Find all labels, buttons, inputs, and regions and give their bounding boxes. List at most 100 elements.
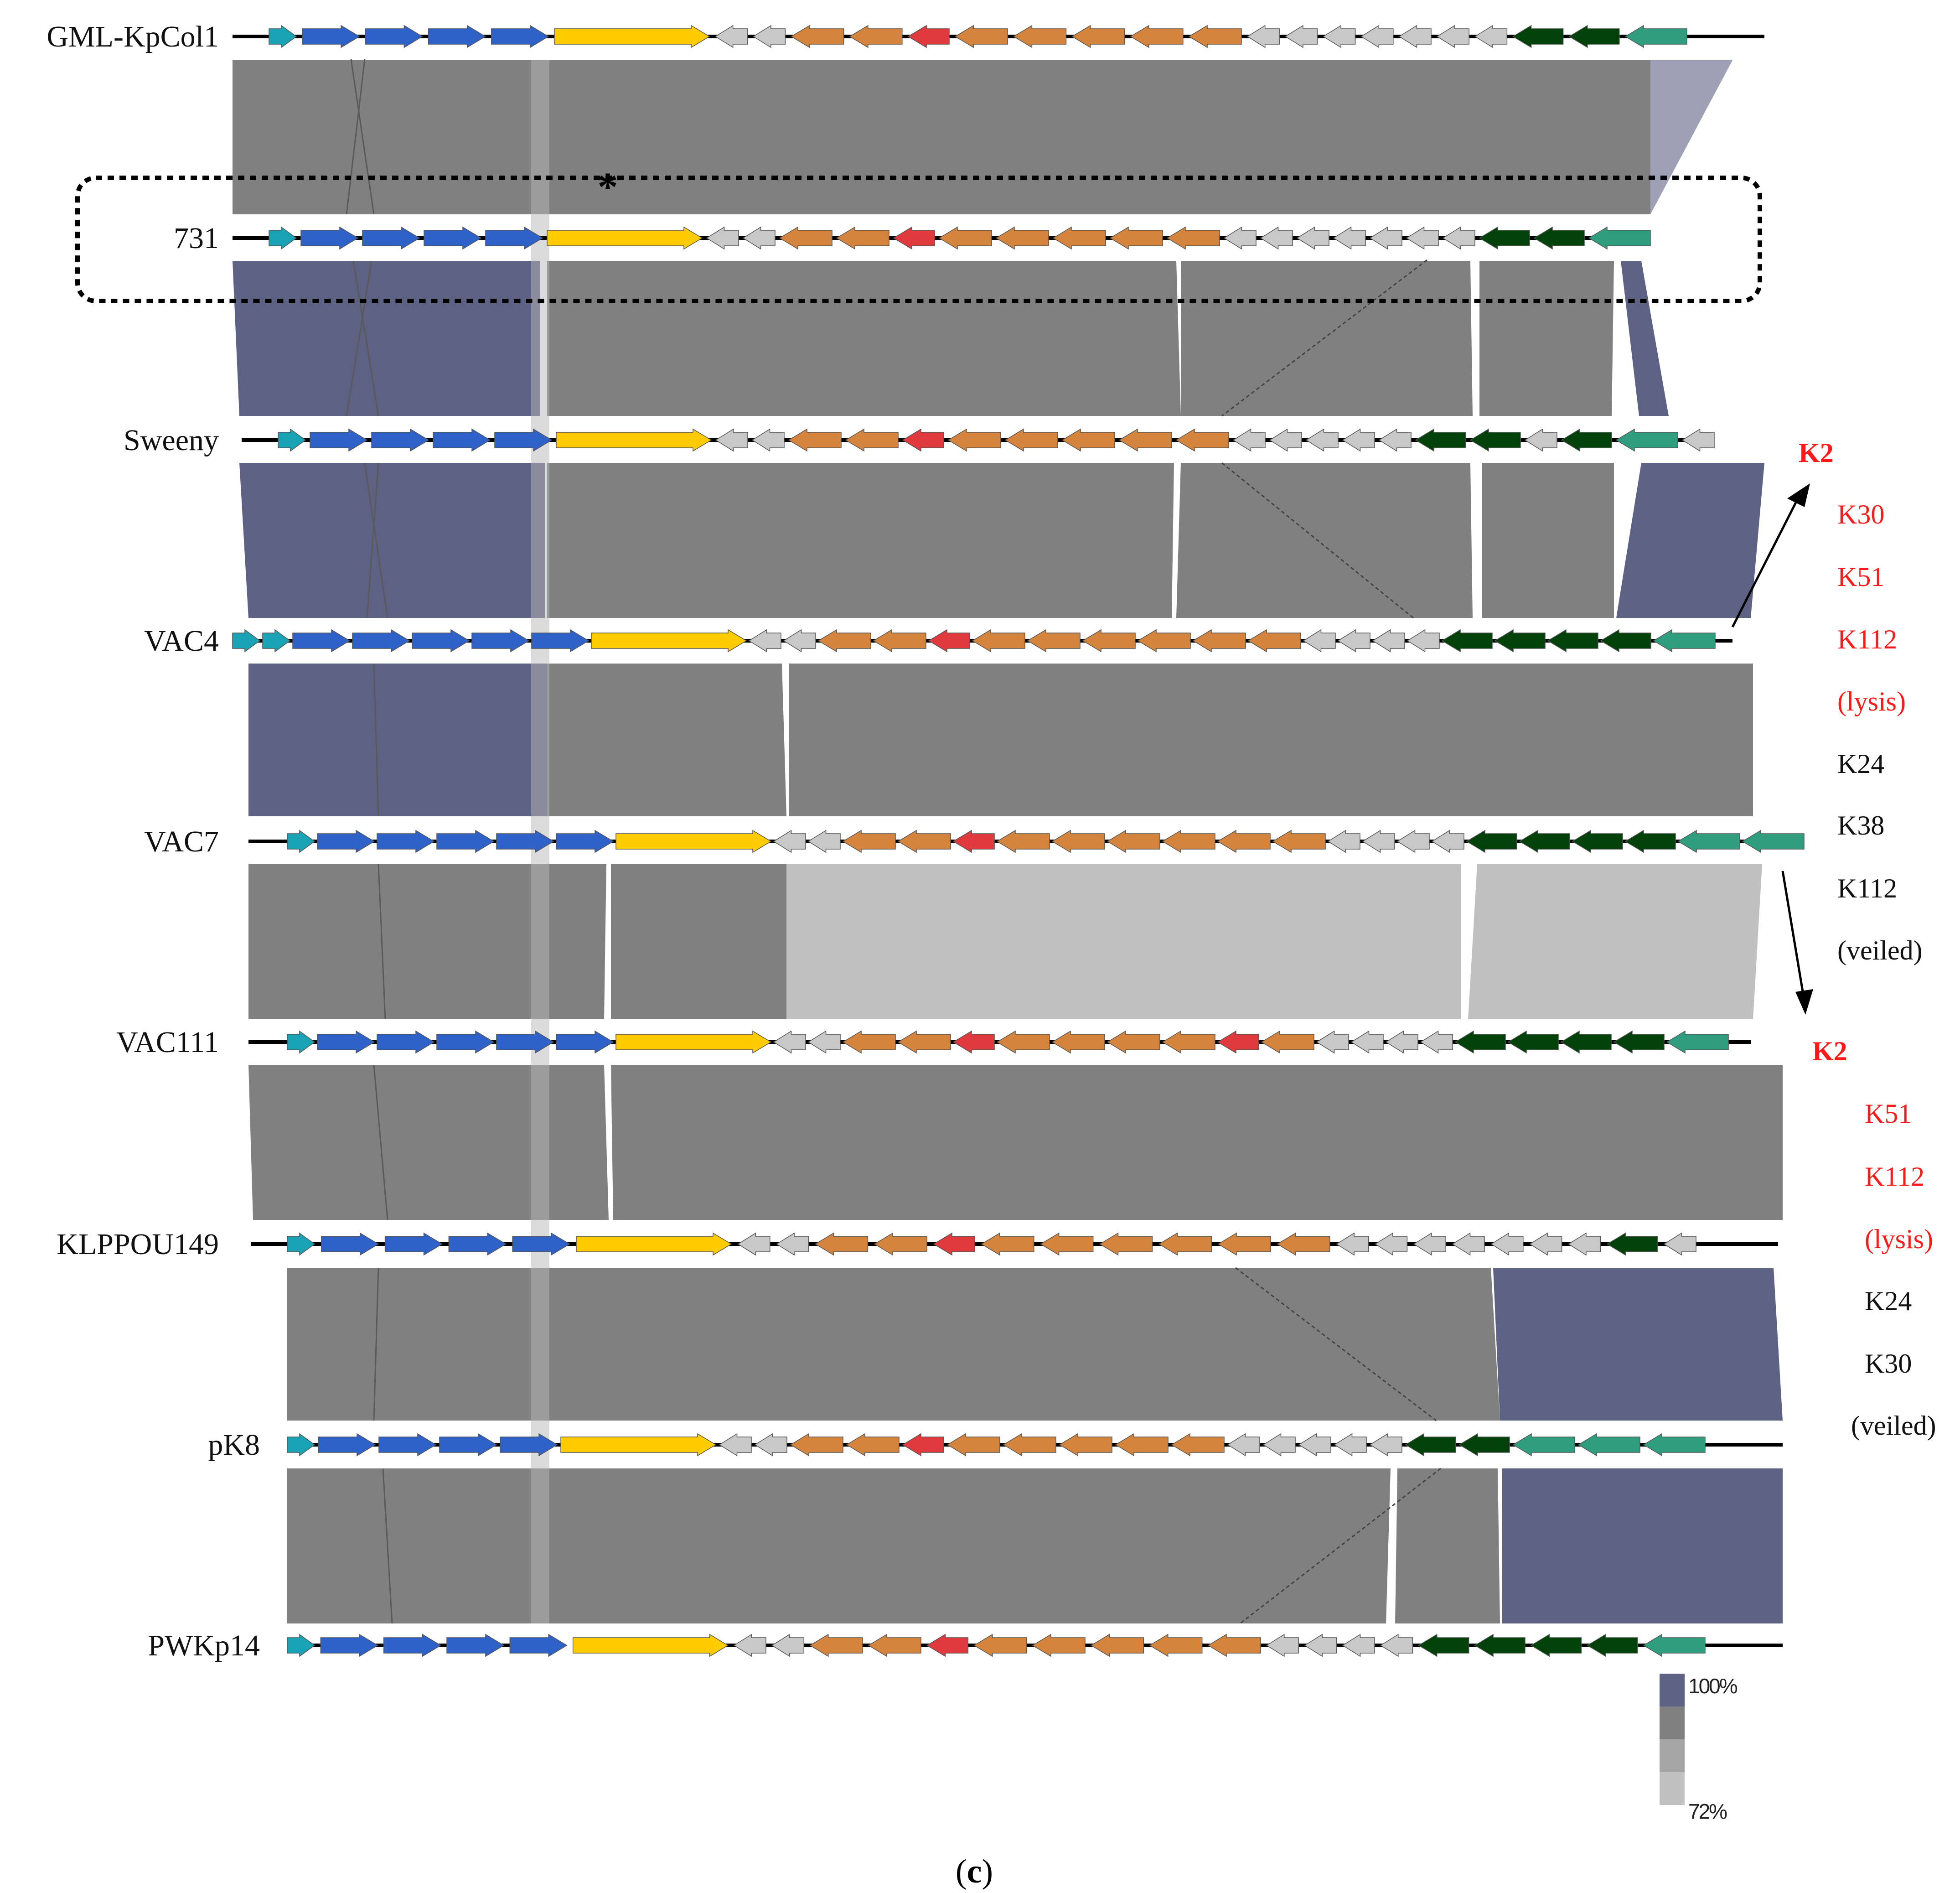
orange-gene-arrow	[973, 1634, 1027, 1657]
identity-band	[789, 664, 1753, 816]
legend-swatch-82	[1660, 1739, 1685, 1772]
teal-gene-arrow	[1677, 830, 1740, 853]
genome-track: VAC111	[116, 1026, 1751, 1059]
orange-gene-arrow	[791, 25, 844, 48]
teal-gene-arrow	[1643, 1433, 1706, 1457]
yellow-gene-arrow	[560, 1433, 717, 1457]
gray-gene-arrow	[1681, 428, 1715, 452]
red-gene-arrow	[893, 226, 935, 250]
gray-gene-arrow	[1334, 1433, 1367, 1457]
blue-gene-arrow	[531, 629, 590, 653]
red-gene-arrow	[952, 1030, 995, 1054]
gray-gene-arrow	[1269, 428, 1302, 452]
identity-band	[248, 864, 606, 1019]
darkgreen-gene-arrow	[1533, 226, 1585, 250]
identity-band	[611, 1065, 1783, 1220]
orange-gene-arrow	[842, 830, 896, 853]
gray-gene-arrow	[1262, 1433, 1296, 1457]
orange-gene-arrow	[1052, 226, 1106, 250]
teal-gene-arrow	[1666, 1030, 1729, 1054]
teal-gene-arrow	[1624, 25, 1687, 48]
gray-gene-arrow	[706, 226, 739, 250]
blue-gene-arrow	[509, 1634, 568, 1657]
gray-gene-arrow	[783, 629, 816, 653]
orange-gene-arrow	[868, 1634, 921, 1657]
crossing-lines	[1221, 259, 1441, 1624]
track-label: VAC4	[144, 624, 219, 658]
gray-gene-arrow	[771, 1634, 805, 1657]
gray-gene-arrow	[754, 1433, 787, 1457]
track-label: 731	[174, 222, 219, 255]
identity-band	[248, 664, 547, 816]
identity-band	[287, 1268, 579, 1421]
orange-gene-arrow	[1032, 1634, 1086, 1657]
serotype-annotation: (veiled)	[1851, 1411, 1936, 1441]
identity-band	[1621, 261, 1669, 416]
yellow-gene-arrow	[615, 830, 772, 853]
orange-gene-arrow	[1171, 1433, 1225, 1457]
teal-gene-arrow	[1615, 428, 1678, 452]
genome-track: VAC4	[144, 624, 1732, 658]
identity-band	[1502, 1468, 1783, 1623]
gray-gene-arrow	[1246, 25, 1280, 48]
identity-band	[248, 1065, 609, 1220]
darkgreen-gene-arrow	[1494, 629, 1546, 653]
teal-gene-arrow	[1742, 830, 1805, 853]
orange-gene-arrow	[897, 1030, 951, 1054]
blue-gene-arrow	[320, 1634, 378, 1657]
gray-gene-arrow	[1385, 1030, 1418, 1054]
gray-gene-arrow	[1266, 1634, 1299, 1657]
orange-gene-arrow	[779, 226, 833, 250]
darkgreen-gene-arrow	[1530, 1634, 1582, 1657]
teal-gene-arrow	[1512, 1433, 1575, 1457]
darkgreen-gene-arrow	[1572, 830, 1623, 853]
blue-gene-arrow	[365, 25, 423, 48]
identity-band	[1477, 60, 1650, 214]
identity-band	[547, 261, 1181, 416]
gray-gene-arrow	[1406, 226, 1439, 250]
orange-gene-arrow	[1061, 428, 1115, 452]
orange-gene-arrow	[1261, 1030, 1314, 1054]
orange-gene-arrow	[938, 226, 992, 250]
identity-band	[1482, 463, 1614, 618]
darkgreen-gene-arrow	[1458, 1433, 1510, 1457]
darkgreen-gene-arrow	[1441, 629, 1493, 653]
gray-gene-arrow	[748, 629, 781, 653]
darkgreen-gene-arrow	[1507, 1030, 1559, 1054]
red-gene-arrow	[1217, 1030, 1259, 1054]
red-gene-arrow	[926, 1634, 969, 1657]
small-cyan-gene-arrow	[287, 1433, 315, 1457]
darkgreen-gene-arrow	[1606, 1232, 1658, 1256]
genome-tracks: GML-KpCol1 731 Sweeny VAC4 VAC7 VAC111 KLPPOU1…	[47, 20, 1805, 1662]
identity-band	[239, 463, 545, 618]
identity-band	[1181, 261, 1473, 416]
blue-gene-arrow	[377, 1030, 435, 1054]
red-gene-arrow	[902, 428, 944, 452]
identity-band	[570, 1268, 1500, 1421]
darkgreen-gene-arrow	[1624, 830, 1676, 853]
track-label: pK8	[208, 1428, 260, 1462]
orange-gene-arrow	[1130, 25, 1184, 48]
gray-gene-arrow	[1232, 428, 1266, 452]
gray-gene-arrow	[1316, 1030, 1349, 1054]
blue-gene-arrow	[310, 428, 368, 452]
blue-gene-arrow	[439, 1433, 497, 1457]
gray-gene-arrow	[1474, 25, 1508, 48]
orange-gene-arrow	[846, 1433, 900, 1457]
darkgreen-gene-arrow	[1568, 25, 1620, 48]
identity-bands	[233, 59, 1783, 1624]
gray-gene-arrow	[807, 830, 841, 853]
serotype-annotation: K51	[1865, 1099, 1912, 1129]
gray-gene-arrow	[719, 1433, 752, 1457]
serotype-annotation: K2	[1799, 438, 1834, 468]
orange-gene-arrow	[1099, 1232, 1153, 1256]
gray-gene-arrow	[1223, 226, 1257, 250]
orange-gene-arrow	[1192, 629, 1246, 653]
gray-gene-arrow	[1284, 25, 1318, 48]
darkgreen-gene-arrow	[1547, 629, 1598, 653]
gray-gene-arrow	[1442, 226, 1475, 250]
gray-gene-arrow	[776, 1232, 809, 1256]
orange-gene-arrow	[1247, 629, 1301, 653]
orange-gene-arrow	[996, 1030, 1050, 1054]
crossing-lines	[346, 59, 393, 1624]
